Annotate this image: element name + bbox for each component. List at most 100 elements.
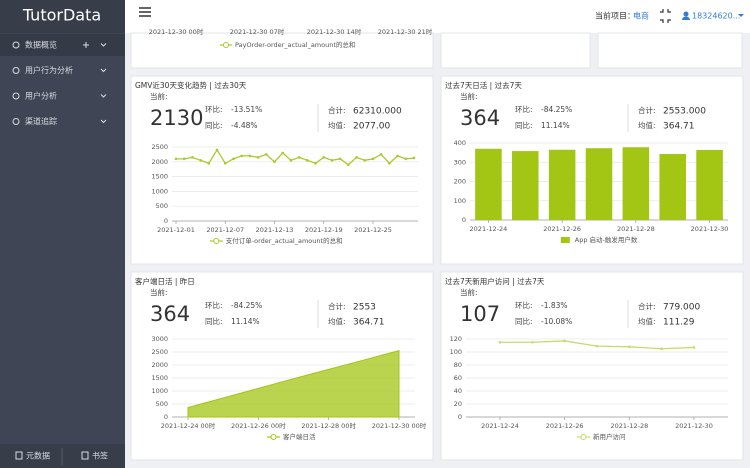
line (176, 148, 415, 166)
total-value: 62310.000 (353, 107, 402, 117)
y-tick-label: 2000 (151, 158, 168, 166)
current-value: 107 (460, 302, 500, 326)
point (232, 157, 235, 161)
mom-label: 环比: (515, 104, 533, 114)
menu-icon (12, 118, 20, 125)
point (338, 157, 342, 161)
menu-item[interactable]: 用户分析 (25, 91, 57, 101)
legend-marker (560, 237, 570, 243)
y-tick-label: 500 (156, 400, 168, 408)
x-tick-label: 2021-12-24 00时 (161, 421, 216, 430)
legend-label: 支付订单-order_actual_amount的总和 (226, 236, 343, 245)
bar (696, 149, 723, 220)
current-value: 2130 (150, 106, 203, 130)
menu-toggle[interactable] (139, 7, 151, 17)
mom-label: 环比: (205, 300, 223, 310)
x-tick-label: 2021-12-26 (546, 422, 584, 430)
x-tick-label: 2021-12-30 14时 (307, 27, 362, 36)
bar (475, 148, 502, 220)
x-tick-label: 2021-12-30 00时 (149, 27, 204, 36)
footer-item[interactable]: 元数据 (26, 451, 50, 461)
yoy-value: -4.48% (231, 121, 258, 130)
legend-marker (580, 434, 587, 440)
sidebar-bg (0, 0, 125, 468)
avg-label: 均值: (638, 120, 656, 130)
bar (548, 149, 576, 220)
menu-add (83, 42, 89, 48)
y-tick-label: 300 (454, 158, 466, 166)
point (174, 157, 178, 161)
y-tick-label: 1000 (151, 387, 168, 395)
bar (512, 151, 539, 220)
menu-caret (100, 119, 107, 124)
x-tick-label: 2021-12-13 (256, 226, 294, 234)
avg-label: 均值: (328, 316, 346, 326)
x-tick-label: 2021-12-01 (157, 226, 195, 234)
total-value: 2553.000 (663, 107, 706, 117)
menu-caret (100, 94, 107, 98)
legend-label: App 启动-触发用户数 (575, 235, 638, 244)
menu-item[interactable]: 渠道追踪 (25, 116, 57, 126)
point (215, 148, 219, 152)
mom-label: 环比: (205, 104, 223, 114)
point (660, 347, 663, 351)
x-tick-label: 2021-12-24 (470, 225, 508, 233)
legend-label: 新用户访问 (593, 432, 626, 441)
project-name[interactable]: 电商 (633, 11, 649, 21)
card (440, 32, 591, 69)
menu-icon (12, 41, 20, 49)
menu-item[interactable]: 数据概览 (25, 40, 57, 50)
footer-item[interactable]: 书签 (92, 451, 108, 461)
avg-label: 均值: (328, 120, 346, 130)
user-caret[interactable] (738, 14, 744, 17)
x-tick-label: 2021-12-30 21时 (378, 27, 433, 36)
footer-icon (15, 451, 23, 460)
card-title: 过去7天日活 | 过去7天 (445, 80, 522, 90)
legend-label: 客户端日活 (283, 432, 316, 441)
project-label: 当前项目： (595, 11, 635, 21)
avg-value: 364.71 (353, 318, 385, 328)
y-tick-label: 200 (454, 178, 466, 186)
x-tick-label: 2021-12-26 (543, 225, 581, 233)
current-label: 当前: (150, 91, 168, 101)
point (412, 156, 416, 160)
fullscreen-icon[interactable] (660, 9, 671, 23)
x-tick-label: 2021-12-30 00时 (372, 421, 427, 430)
legend-marker (213, 238, 220, 244)
avg-value: 364.71 (663, 122, 695, 132)
header (125, 0, 750, 33)
point (248, 154, 252, 158)
point (347, 163, 350, 167)
y-tick-label: 400 (454, 139, 466, 147)
point (330, 159, 334, 162)
card-title: GMV近30天变化趋势 | 过去30天 (135, 80, 247, 90)
current-label: 当前: (460, 287, 478, 297)
total-label: 合计: (328, 301, 346, 311)
y-tick-label: 120 (450, 335, 462, 343)
yoy-label: 同比: (205, 316, 223, 326)
mom-value: -13.51% (231, 105, 262, 114)
point (240, 154, 243, 158)
mom-label: 环比: (515, 300, 533, 310)
avg-value: 2077.00 (353, 122, 390, 132)
avg-label: 均值: (638, 316, 656, 326)
logo: TutorData (22, 6, 101, 25)
point (628, 345, 631, 349)
point (191, 156, 194, 159)
card-title: 客户端日活 | 昨日 (135, 276, 195, 286)
y-tick-label: 1500 (151, 173, 168, 181)
menu-item[interactable]: 用户行为分析 (25, 65, 73, 75)
y-tick-label: 100 (450, 348, 462, 356)
y-tick-label: 1000 (151, 187, 168, 195)
mom-value: -84.25% (231, 301, 262, 310)
current-label: 当前: (460, 91, 478, 101)
y-tick-label: 2000 (151, 361, 168, 369)
total-value: 2553 (353, 303, 376, 313)
point (396, 154, 399, 158)
user-name[interactable]: 18324620... (692, 12, 740, 21)
bar (659, 153, 686, 220)
point (379, 153, 383, 156)
